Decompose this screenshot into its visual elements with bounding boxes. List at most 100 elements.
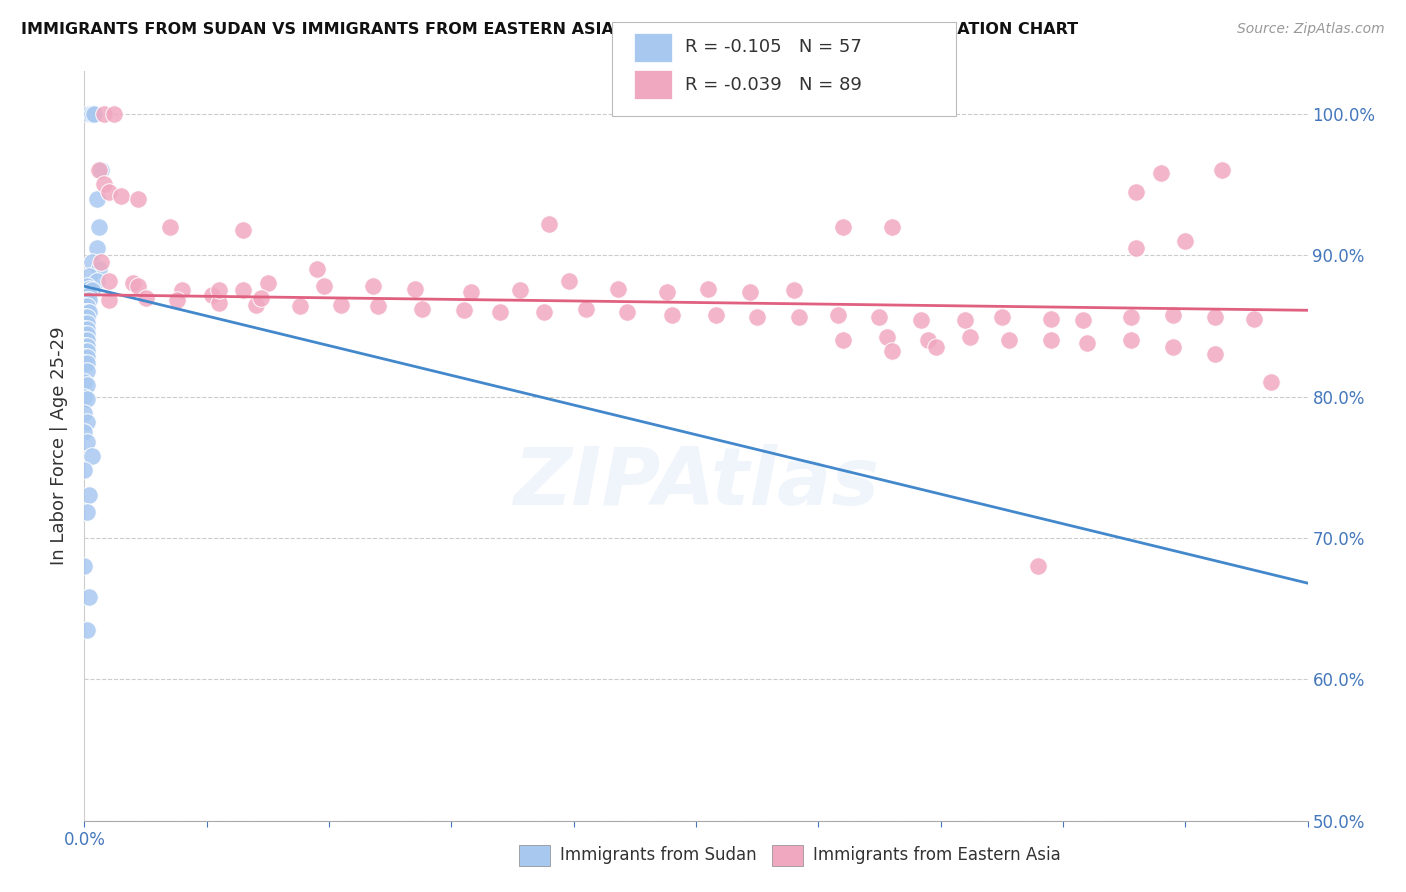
Point [73, 316, 96, 330]
Point [367, 299, 389, 313]
Point [73, 350, 96, 364]
Point [404, 282, 426, 296]
Point [122, 277, 145, 291]
Point [827, 308, 849, 322]
Point [1211, 163, 1233, 178]
Point [249, 291, 271, 305]
Point [1076, 335, 1098, 350]
Point [831, 333, 853, 347]
Point [76, 327, 98, 342]
Point [87, 163, 110, 178]
Point [959, 330, 981, 344]
Point [1161, 340, 1184, 354]
Point [330, 298, 353, 312]
Point [245, 298, 267, 312]
Point [1174, 234, 1197, 248]
Point [661, 308, 683, 322]
Point [1121, 333, 1143, 347]
Point [869, 310, 891, 325]
Point [76, 304, 98, 318]
Point [73, 321, 96, 335]
Point [1204, 347, 1226, 361]
Text: Immigrants from Eastern Asia: Immigrants from Eastern Asia [813, 847, 1060, 864]
Point [86, 192, 108, 206]
Point [1260, 376, 1282, 390]
Point [489, 304, 512, 318]
Point [127, 192, 149, 206]
Point [73, 333, 96, 347]
Point [73, 327, 96, 342]
Point [93, 178, 115, 192]
Y-axis label: In Labor Force | Age 25-29: In Labor Force | Age 25-29 [51, 326, 69, 566]
Point [77, 269, 100, 284]
Point [208, 284, 231, 298]
Point [76, 355, 98, 369]
Point [77, 591, 100, 605]
Point [288, 299, 311, 313]
Point [77, 293, 100, 308]
Point [880, 344, 903, 359]
Point [1071, 313, 1094, 327]
Point [80, 107, 103, 121]
Point [1039, 333, 1062, 347]
Point [86, 241, 108, 255]
Point [704, 308, 727, 322]
Point [991, 310, 1014, 325]
Point [76, 293, 98, 308]
Point [76, 344, 98, 359]
Point [73, 376, 96, 390]
Point [460, 285, 482, 299]
Point [361, 279, 384, 293]
Point [87, 262, 110, 277]
Point [880, 219, 903, 234]
Text: Immigrants from Sudan: Immigrants from Sudan [560, 847, 756, 864]
Point [90, 255, 112, 269]
Point [103, 107, 125, 121]
Point [159, 219, 181, 234]
Point [917, 333, 939, 347]
Point [606, 282, 628, 296]
Point [76, 350, 98, 364]
Point [80, 255, 103, 269]
Point [77, 488, 100, 502]
Point [73, 344, 96, 359]
Point [697, 282, 720, 296]
Point [77, 287, 100, 301]
Point [76, 316, 98, 330]
Point [509, 284, 531, 298]
Point [77, 282, 100, 296]
Point [76, 310, 98, 325]
Point [76, 364, 98, 378]
Point [110, 188, 132, 202]
Point [305, 262, 328, 277]
Point [86, 274, 108, 288]
Point [1028, 559, 1050, 574]
Point [76, 434, 98, 449]
Point [1121, 310, 1143, 325]
Point [127, 279, 149, 293]
Point [90, 163, 112, 178]
Point [738, 285, 761, 299]
Point [1161, 308, 1184, 322]
Point [73, 338, 96, 352]
Point [925, 340, 948, 354]
Point [97, 185, 120, 199]
Point [538, 217, 561, 231]
Point [953, 313, 976, 327]
Point [76, 299, 98, 313]
Point [1125, 185, 1147, 199]
Point [314, 279, 336, 293]
Point [76, 333, 98, 347]
Point [76, 505, 98, 519]
Point [93, 107, 115, 121]
Point [655, 285, 678, 299]
Point [910, 313, 932, 327]
Point [166, 293, 188, 308]
Point [1150, 166, 1173, 180]
Point [135, 291, 157, 305]
Point [87, 219, 110, 234]
Point [73, 355, 96, 369]
Point [787, 310, 810, 325]
Point [831, 219, 853, 234]
Point [77, 107, 100, 121]
